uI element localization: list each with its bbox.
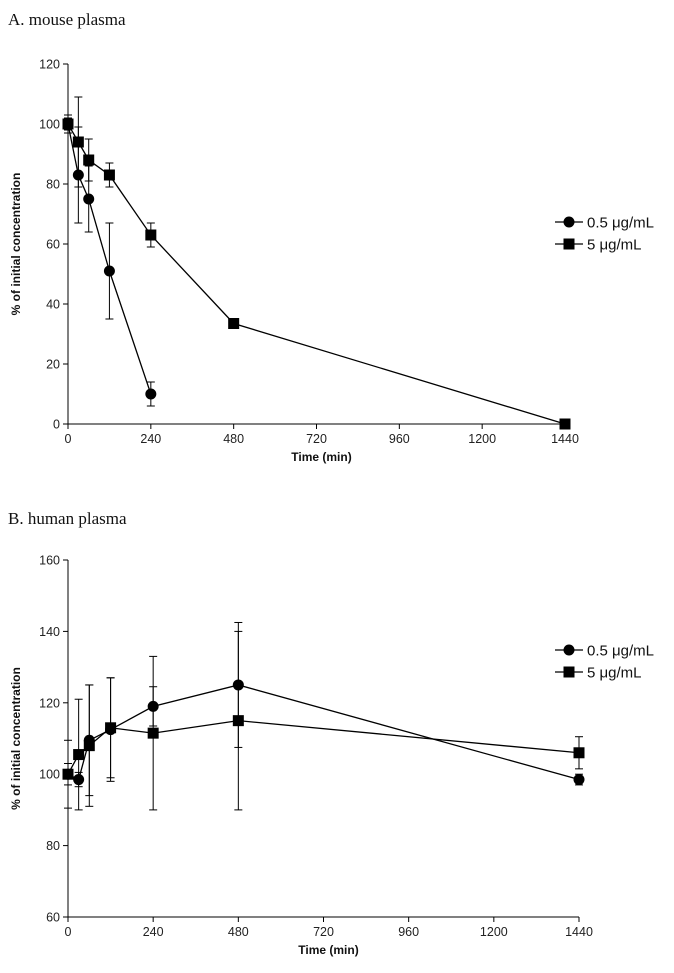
x-tick-label: 720 — [313, 925, 334, 939]
data-point-square — [62, 118, 74, 130]
y-tick-label: 20 — [46, 358, 60, 372]
y-tick-label: 80 — [46, 839, 60, 853]
x-tick-label: 0 — [65, 432, 72, 446]
data-point-square — [103, 169, 115, 181]
data-point-square — [145, 229, 157, 241]
y-tick-label: 40 — [46, 298, 60, 312]
legend-label: 0.5 μg/mL — [587, 215, 654, 232]
data-point-square — [83, 740, 95, 752]
x-tick-label: 480 — [228, 925, 249, 939]
y-tick-label: 120 — [39, 696, 60, 710]
x-tick-label: 240 — [140, 432, 161, 446]
data-point-circle — [573, 774, 585, 786]
data-point-square — [105, 722, 117, 734]
data-point-circle — [83, 193, 95, 205]
x-axis-title: Time (min) — [291, 450, 351, 464]
legend-label: 5 μg/mL — [587, 237, 642, 254]
data-point-square — [62, 768, 74, 780]
legend-marker-circle — [563, 644, 575, 656]
y-tick-label: 160 — [39, 554, 60, 568]
human-plasma-chart: 60 80 100 120 140 160 0 240 480 720 960 1200 1440 Tim… — [9, 554, 654, 958]
data-point-circle — [145, 388, 157, 400]
data-point-square — [228, 318, 240, 329]
series-line — [67, 719, 580, 775]
series-line — [67, 123, 566, 425]
x-tick-label: 960 — [389, 432, 410, 446]
data-point-square — [72, 136, 84, 148]
legend-label: 0.5 μg/mL — [587, 643, 654, 660]
data-point-square — [147, 727, 159, 739]
data-point-square — [559, 418, 571, 430]
data-point-square — [232, 715, 244, 727]
legend-label: 5 μg/mL — [587, 665, 642, 682]
x-tick-label: 960 — [398, 925, 419, 939]
y-tick-label: 0 — [53, 418, 60, 432]
x-tick-label: 1200 — [480, 925, 508, 939]
data-point-circle — [103, 265, 115, 277]
data-point-square — [573, 747, 585, 759]
y-tick-label: 140 — [39, 625, 60, 639]
x-tick-label: 480 — [223, 432, 244, 446]
y-tick-label: 120 — [39, 58, 60, 72]
y-tick-label: 60 — [46, 238, 60, 252]
panel-b-title: B. human plasma — [8, 509, 127, 528]
x-tick-label: 720 — [306, 432, 327, 446]
x-axis-title: Time (min) — [298, 943, 358, 957]
data-point-square — [73, 749, 85, 761]
x-tick-label: 1440 — [551, 432, 579, 446]
x-tick-label: 1440 — [565, 925, 593, 939]
y-tick-label: 80 — [46, 178, 60, 192]
y-tick-label: 60 — [46, 911, 60, 925]
y-tick-label: 100 — [39, 768, 60, 782]
x-tick-label: 0 — [65, 925, 72, 939]
y-tick-label: 100 — [39, 118, 60, 132]
x-tick-label: 1200 — [468, 432, 496, 446]
data-point-square — [83, 154, 95, 166]
legend-marker-square — [563, 238, 575, 250]
y-axis-title: % of initial concentration — [9, 173, 23, 316]
legend-marker-square — [563, 666, 575, 678]
panel-a-title: A. mouse plasma — [8, 10, 126, 29]
x-tick-label: 240 — [143, 925, 164, 939]
legend-marker-circle — [563, 216, 575, 228]
y-axis-title: % of initial concentration — [9, 667, 23, 810]
